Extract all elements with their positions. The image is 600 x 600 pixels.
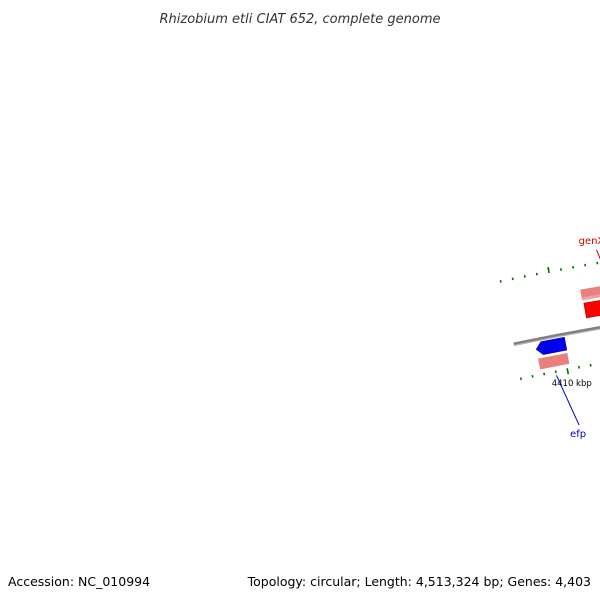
genome-backbone — [513, 326, 600, 346]
gene-track — [538, 280, 600, 370]
gene-label-genX[interactable]: genX — [579, 236, 600, 247]
gene-block-efp[interactable] — [538, 353, 570, 370]
gene-label-leader — [596, 249, 600, 260]
gene-block-shade — [581, 294, 600, 301]
kbp-label: 4410 kbp — [552, 379, 592, 389]
inner-tick — [531, 374, 534, 378]
gene-label-efp[interactable]: efp — [570, 429, 586, 440]
gene-label-leader — [556, 375, 580, 426]
outer-tick — [499, 279, 502, 283]
inner-tick — [566, 368, 570, 375]
topology-summary-text: Topology: circular; Length: 4,513,324 bp… — [247, 574, 591, 589]
outer-tick-ring — [499, 261, 599, 283]
cds-arrow-genX[interactable] — [583, 294, 600, 319]
accession-text: Accession: NC_010994 — [8, 574, 150, 589]
kbp-scale-labels: 4410 kbp4411 kbp4412 kbp4413 kbp4414 kbp… — [552, 379, 592, 389]
map-title: Rhizobium etli CIAT 652, complete genome — [160, 12, 441, 27]
gene-labels: efpgenXkamARHECIAT_CH0004332acd2RHECIAT_… — [556, 236, 600, 440]
gene-block-genX[interactable] — [580, 280, 600, 301]
outer-tick — [547, 266, 550, 274]
backbone-highlight — [513, 328, 600, 346]
cds-track — [535, 294, 600, 355]
inner-tick — [519, 377, 523, 381]
cds-arrow-efp[interactable] — [535, 336, 568, 355]
inner-tick-ring — [519, 363, 592, 381]
